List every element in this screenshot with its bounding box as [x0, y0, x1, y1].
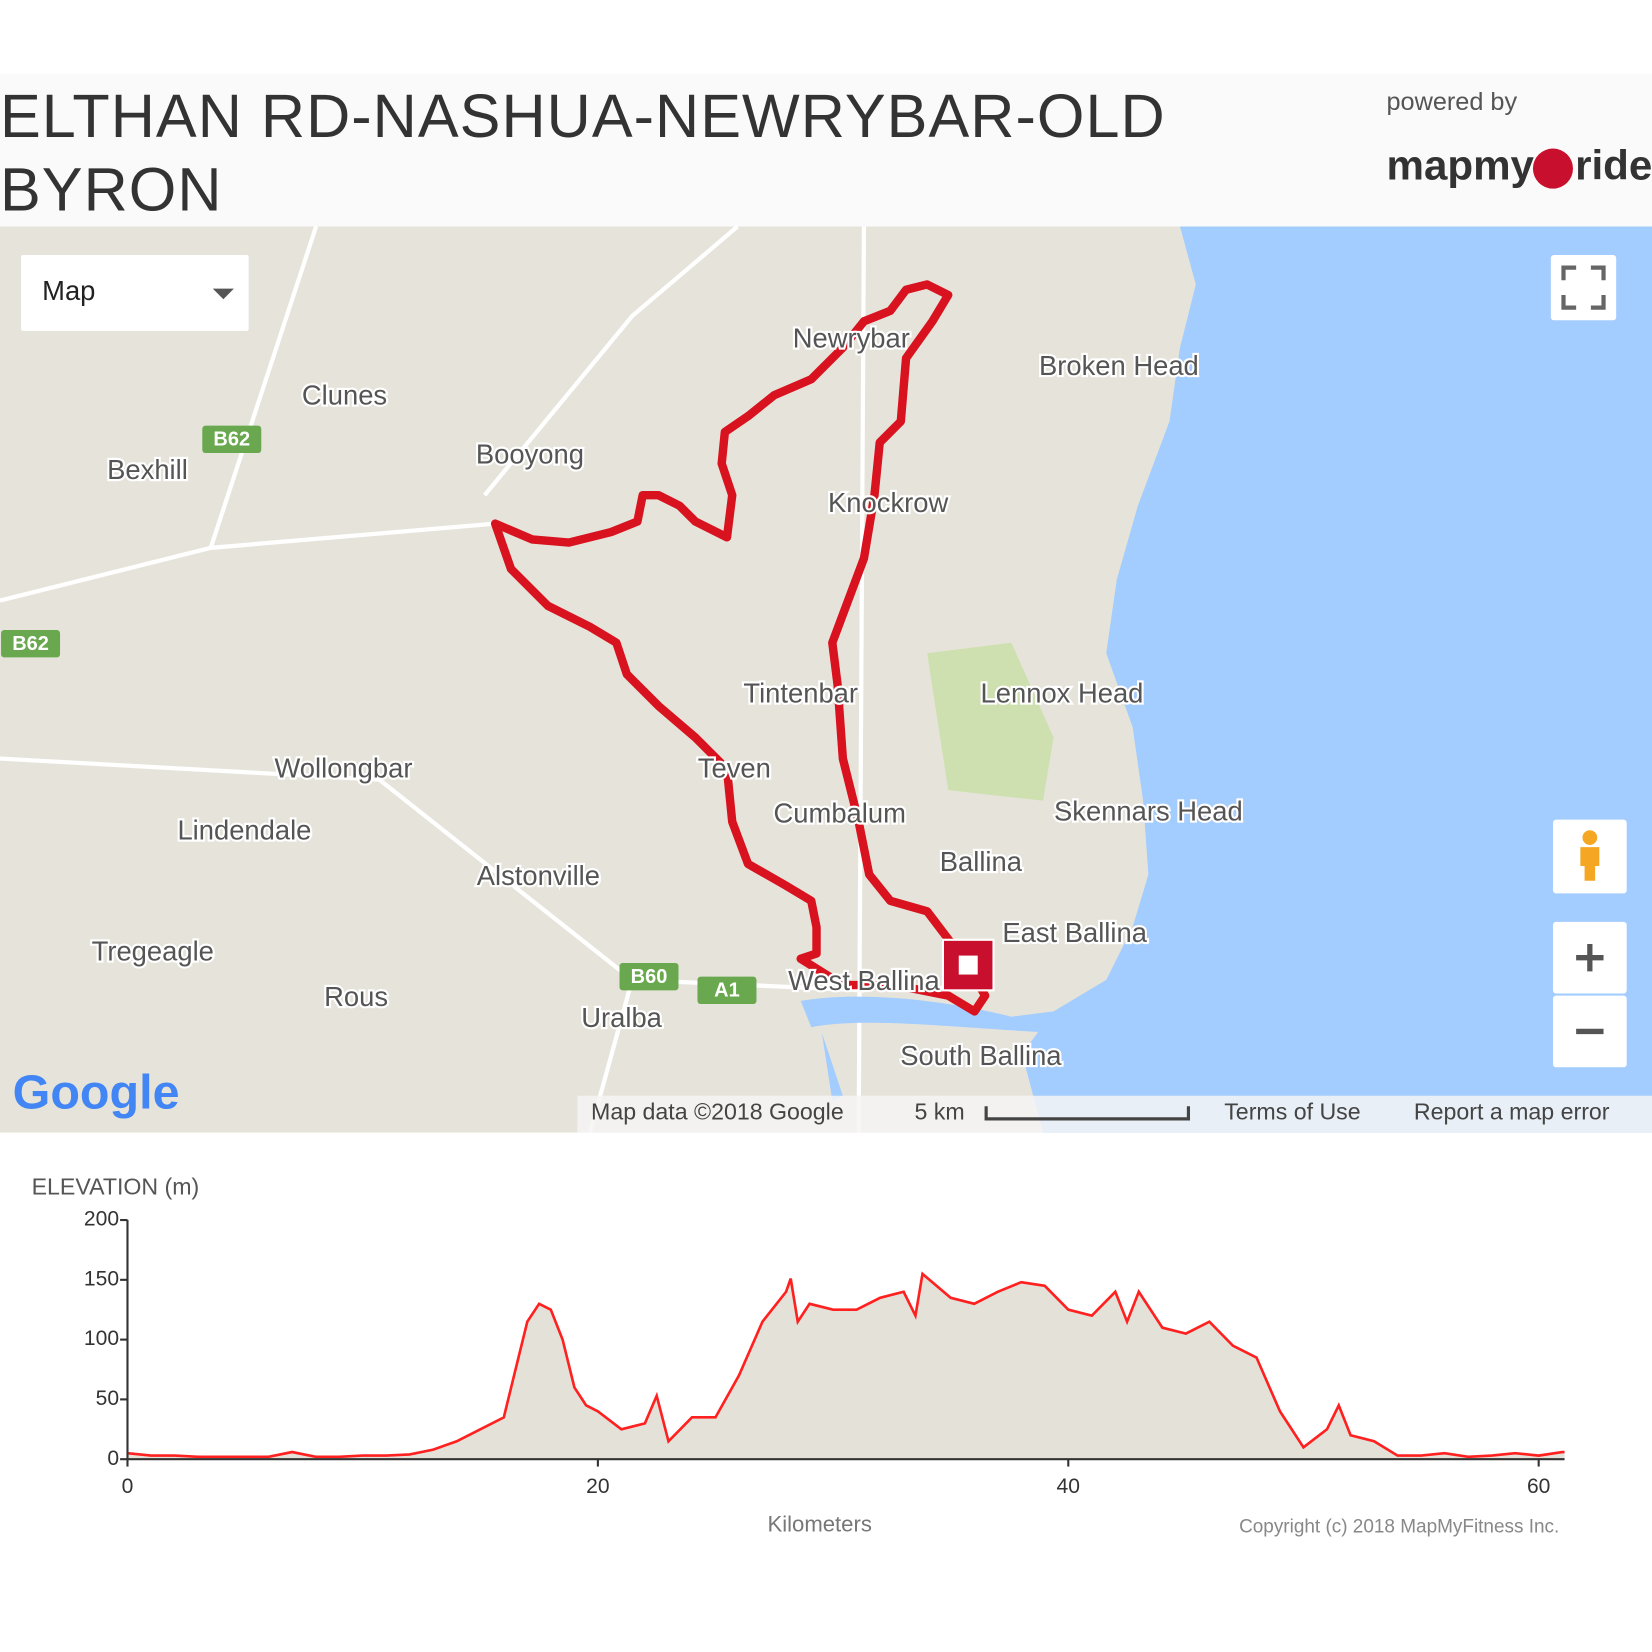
pegman-head: [1582, 830, 1598, 845]
powered-by: powered by: [1386, 88, 1517, 116]
brand-right: ride: [1575, 142, 1652, 189]
zoom-in-icon: [1576, 943, 1604, 972]
ocean: [1021, 226, 1652, 1133]
place-label: Lindendale: [177, 815, 311, 846]
place-label: Newrybar: [793, 323, 910, 354]
place-label: Uralba: [581, 1002, 662, 1033]
place-label: West Ballina: [788, 965, 940, 996]
place-label: Lennox Head: [981, 678, 1144, 709]
road-shield: [697, 976, 757, 1005]
place-label: Tintenbar: [743, 678, 858, 709]
elevation-chart: ELEVATION (m) Kilometers Copyright (c) 2…: [32, 1174, 1565, 1538]
map-type-box[interactable]: [21, 254, 249, 331]
dropdown-arrow[interactable]: [212, 288, 234, 300]
road-shield: [619, 962, 679, 991]
attribution: Map data ©2018 Google: [591, 1099, 844, 1125]
map-type-control[interactable]: Map: [21, 254, 249, 331]
park: [927, 642, 1054, 801]
y-tick-label: 200: [84, 1208, 119, 1231]
google-logo[interactable]: Google: [13, 1066, 180, 1120]
river: [800, 996, 1054, 1101]
map-type-label[interactable]: Map: [42, 275, 95, 306]
road-shield: [1, 630, 61, 658]
route-title: ELTHAN RD-NASHUA-NEWRYBAR-OLD BYRON: [0, 82, 1166, 225]
brand-left: mapmy: [1386, 142, 1534, 189]
road-shield-label: A1: [714, 980, 740, 1002]
place-label: Bexhill: [107, 454, 188, 485]
elevation-area: [127, 1273, 1565, 1460]
place-label: Alstonville: [477, 860, 600, 891]
terms-link[interactable]: Terms of Use: [1224, 1099, 1360, 1125]
place-label: Wollongbar: [274, 752, 412, 783]
scale-bar: [984, 1106, 1191, 1121]
place-labels: Newrybar Broken Head Clunes Booyong Bexhill K…: [1, 320, 1245, 1073]
place-label: Booyong: [476, 438, 584, 469]
road-shield: [202, 425, 262, 454]
y-tick-label: 150: [84, 1267, 119, 1290]
place-label: Skennars Head: [1054, 796, 1243, 827]
chart-title: ELEVATION (m): [32, 1174, 200, 1200]
road-shield-label: B62: [213, 429, 250, 451]
start-marker-inner: [958, 955, 978, 975]
elevation-line: [127, 1271, 1565, 1459]
header-bg: [0, 73, 1652, 228]
x-tick-label: 20: [586, 1475, 609, 1498]
road-shield-label: B62: [12, 633, 49, 655]
copyright: Copyright (c) 2018 MapMyFitness Inc.: [1239, 1517, 1559, 1538]
place-label: Teven: [698, 752, 771, 783]
fullscreen-button[interactable]: [1550, 254, 1617, 321]
attribution-bar: [577, 1095, 1652, 1133]
place-label: Rous: [324, 981, 388, 1012]
place-label: Ballina: [940, 846, 1023, 877]
roads: [0, 224, 867, 1134]
x-tick-label: 60: [1527, 1475, 1550, 1498]
place-label: East Ballina: [1002, 917, 1147, 948]
brand-icon: [1532, 148, 1573, 189]
place-label: Cumbalum: [774, 798, 906, 829]
y-tick-label: 50: [96, 1387, 119, 1410]
place-label: Tregeagle: [92, 936, 214, 967]
y-tick-label: 0: [107, 1447, 119, 1470]
route: [490, 280, 990, 1016]
place-label: Broken Head: [1039, 350, 1199, 381]
place-label: Clunes: [302, 379, 387, 410]
x-tick-label: 0: [122, 1475, 134, 1498]
place-label: South Ballina: [900, 1040, 1062, 1071]
x-axis-label: Kilometers: [767, 1511, 871, 1536]
y-tick-label: 100: [84, 1327, 119, 1350]
place-label: Knockrow: [828, 487, 948, 518]
road-shield-label: B60: [631, 966, 668, 988]
report-link[interactable]: Report a map error: [1414, 1099, 1610, 1125]
pegman-body: [1580, 847, 1600, 881]
map[interactable]: Newrybar Broken Head Clunes Booyong Bexhill K…: [0, 224, 1652, 1134]
fullscreen-icon: [1561, 265, 1606, 310]
x-tick-label: 40: [1057, 1475, 1080, 1498]
scale-label: 5 km: [914, 1099, 964, 1125]
